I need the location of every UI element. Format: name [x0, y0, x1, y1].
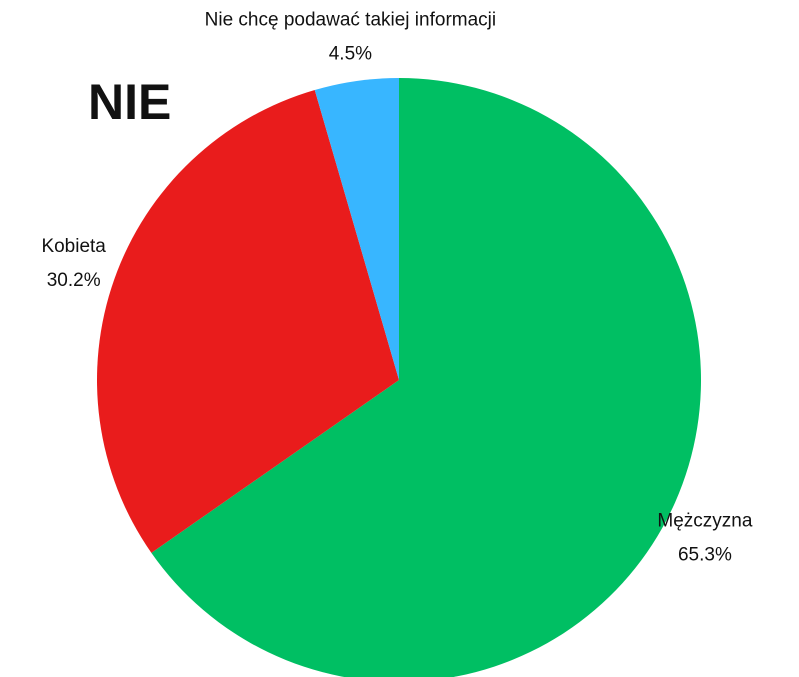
slice-value-label: 4.5%	[329, 43, 372, 64]
pie-slice	[96, 89, 399, 553]
pie-slice	[151, 78, 701, 677]
slice-label: Nie chcę podawać takiej informacji	[205, 9, 496, 30]
slice-label: Kobieta	[41, 236, 106, 257]
pie-slice	[314, 78, 399, 380]
slice-value-label: 30.2%	[47, 270, 101, 291]
chart-title: NIE	[88, 74, 171, 130]
slice-value-label: 65.3%	[678, 545, 732, 566]
slice-label: Mężczyzna	[657, 511, 752, 532]
